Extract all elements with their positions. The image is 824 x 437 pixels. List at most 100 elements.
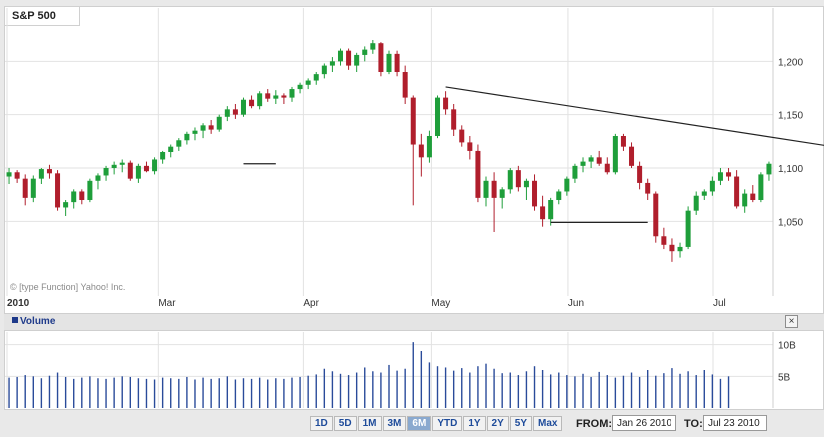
candle-body	[742, 193, 748, 207]
candle-body	[111, 164, 117, 168]
x-tick-label: 2010	[7, 298, 30, 309]
candle-body	[313, 74, 319, 81]
candle-body	[653, 193, 659, 237]
candle-body	[661, 236, 667, 245]
range-button-2y[interactable]: 2Y	[486, 416, 509, 431]
candle-body	[620, 136, 626, 147]
candle-body	[135, 165, 141, 179]
candle-body	[208, 125, 214, 130]
candle-body	[499, 189, 505, 198]
candle-body	[669, 244, 675, 252]
x-tick-label: Jun	[568, 298, 584, 309]
x-tick-label: Apr	[303, 298, 319, 309]
candle-body	[160, 152, 166, 160]
candle-body	[273, 95, 279, 99]
range-button-1m[interactable]: 1M	[357, 416, 382, 431]
candle-body	[265, 93, 271, 99]
trendline	[445, 86, 824, 146]
candle-body	[475, 150, 481, 198]
candle-body	[434, 97, 441, 136]
close-volume-button[interactable]: ×	[785, 315, 798, 328]
candle-body	[103, 168, 109, 176]
volume-square-icon	[12, 317, 18, 323]
candle-body	[249, 99, 255, 107]
candle-body	[378, 43, 384, 72]
candle-body	[580, 161, 586, 166]
candle-body	[6, 172, 12, 177]
candle-body	[329, 61, 335, 66]
y-tick-label: 1,150	[778, 111, 803, 122]
range-button-5y[interactable]: 5Y	[509, 416, 533, 431]
range-button-1d[interactable]: 1D	[310, 416, 333, 431]
candle-body	[645, 182, 651, 194]
range-button-3m[interactable]: 3M	[382, 416, 407, 431]
candle-body	[192, 130, 198, 134]
candle-body	[200, 125, 206, 131]
candle-body	[515, 170, 521, 188]
range-button-5d[interactable]: 5D	[333, 416, 357, 431]
candle-body	[95, 175, 101, 181]
candle-body	[346, 50, 352, 66]
from-label: FROM:	[576, 418, 613, 430]
range-button-6m[interactable]: 6M	[407, 416, 432, 431]
candle-body	[224, 109, 230, 117]
range-button-max[interactable]: Max	[533, 416, 563, 431]
candle-body	[394, 53, 400, 72]
candle-body	[257, 93, 263, 107]
candle-body	[426, 136, 432, 158]
price-chart-panel	[4, 6, 824, 314]
candle-body	[297, 84, 303, 90]
candle-body	[507, 170, 513, 190]
candle-body	[168, 146, 174, 152]
candle-body	[612, 136, 618, 173]
candle-body	[523, 180, 529, 188]
volume-y-tick-label: 5B	[778, 372, 791, 383]
candle-body	[55, 173, 61, 208]
volume-header: Volume	[4, 314, 824, 330]
x-tick-label: May	[431, 298, 450, 309]
candle-body	[79, 191, 85, 200]
candle-body	[467, 142, 473, 151]
candle-body	[38, 169, 44, 179]
volume-y-tick-label: 10B	[778, 341, 796, 352]
candle-body	[337, 50, 344, 62]
candle-body	[726, 172, 732, 177]
candle-body	[305, 80, 311, 85]
candle-body	[766, 163, 772, 175]
candle-body	[176, 140, 182, 147]
candle-body	[362, 49, 368, 55]
candle-body	[119, 162, 125, 165]
candle-body	[281, 95, 287, 98]
candle-body	[734, 176, 740, 207]
candle-body	[443, 97, 449, 110]
candle-body	[46, 169, 52, 174]
candle-body	[459, 129, 465, 143]
candle-body	[540, 206, 546, 220]
volume-label: Volume	[20, 316, 56, 327]
candle-body	[637, 165, 643, 183]
x-tick-label: Mar	[158, 298, 176, 309]
candle-body	[143, 165, 149, 172]
candle-body	[693, 195, 699, 211]
volume-label-wrap: Volume	[12, 316, 55, 327]
candle-body	[596, 157, 602, 164]
candle-body	[532, 180, 538, 207]
copyright-text: © [type Function] Yahoo! Inc.	[10, 282, 126, 292]
y-tick-label: 1,050	[778, 217, 803, 228]
candle-body	[240, 99, 246, 115]
to-date-input[interactable]	[703, 415, 767, 431]
candle-body	[63, 202, 69, 208]
y-tick-label: 1,100	[778, 164, 803, 175]
candle-body	[629, 146, 635, 166]
candle-body	[184, 133, 190, 141]
candle-body	[71, 191, 77, 203]
to-label: TO:	[684, 418, 703, 430]
candle-body	[87, 180, 93, 200]
candle-body	[30, 178, 36, 198]
candle-body	[152, 159, 158, 172]
range-button-1y[interactable]: 1Y	[463, 416, 486, 431]
candle-body	[418, 144, 424, 158]
from-date-input[interactable]	[612, 415, 676, 431]
candle-body	[451, 109, 457, 130]
range-button-ytd[interactable]: YTD	[432, 416, 463, 431]
